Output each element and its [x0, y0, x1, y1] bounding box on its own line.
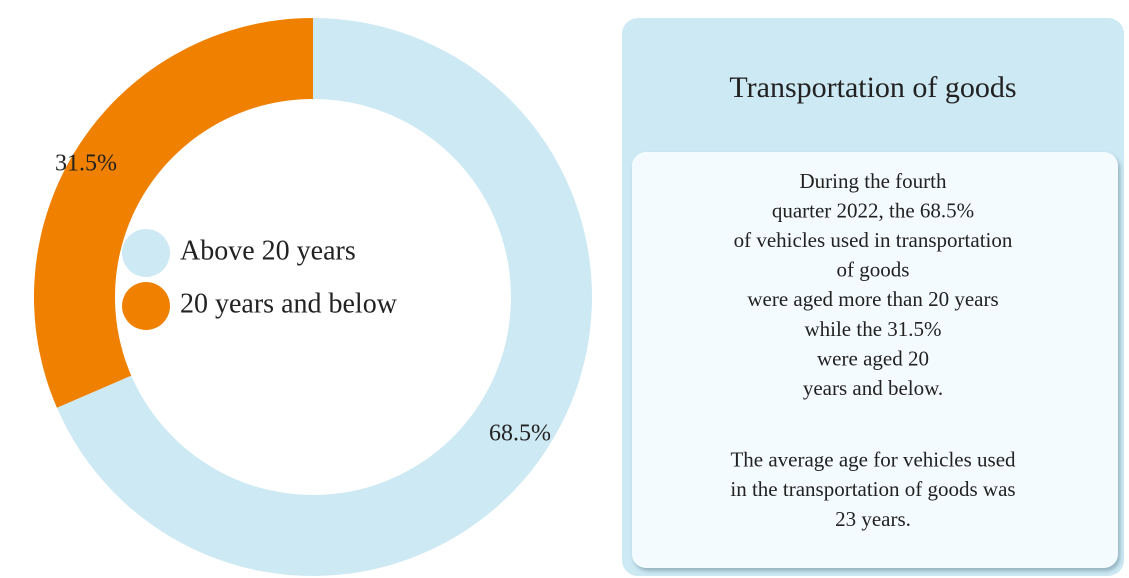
panel-text-line: were aged more than 20 years — [747, 287, 998, 311]
panel-text-line: years and below. — [803, 376, 943, 400]
panel-title: Transportation of goods — [729, 71, 1016, 104]
panel-text-line: quarter 2022, the 68.5% — [772, 198, 974, 222]
legend-label: Above 20 years — [180, 235, 356, 266]
panel-text-line: of goods — [837, 258, 910, 282]
legend-label: 20 years and below — [180, 288, 398, 319]
donut-slice — [33, 17, 314, 408]
panel-text-line: of vehicles used in transportation — [734, 228, 1013, 252]
panel-text-line: The average age for vehicles used — [730, 448, 1016, 472]
panel-text-line: while the 31.5% — [804, 317, 941, 341]
panel-text-line: in the transportation of goods was — [730, 477, 1015, 501]
panel-text-line: During the fourth — [800, 169, 947, 193]
value-label: 31.5% — [55, 151, 117, 177]
legend-swatch — [122, 282, 170, 330]
panel-text-box — [632, 152, 1118, 568]
panel-text-line: were aged 20 — [817, 346, 929, 370]
legend-swatch — [122, 229, 170, 277]
donut-slice — [56, 18, 593, 576]
value-label: 68.5% — [489, 421, 551, 447]
panel-text-line: 23 years. — [835, 507, 911, 531]
